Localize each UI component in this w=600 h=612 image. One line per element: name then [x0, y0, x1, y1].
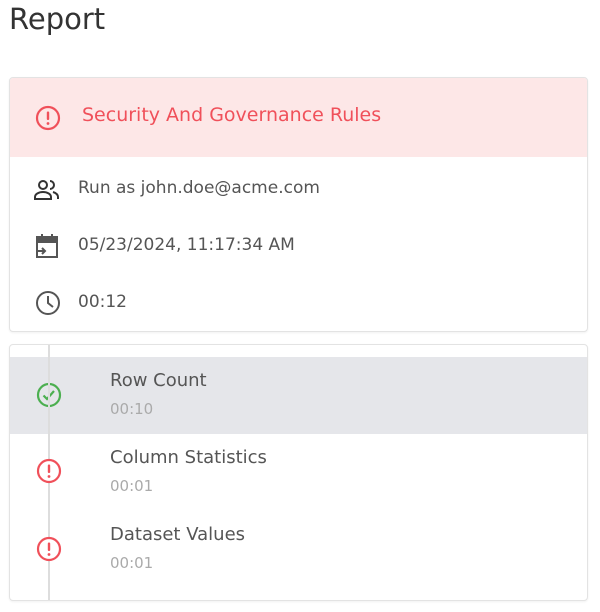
step-duration: 00:10 [110, 400, 154, 418]
step-duration: 00:01 [110, 477, 154, 495]
step-dataset-values[interactable]: Dataset Values 00:01 [10, 511, 587, 588]
step-duration: 00:01 [110, 554, 154, 572]
run-datetime: 05/23/2024, 11:17:34 AM [78, 235, 295, 255]
steps-card: Row Count 00:10 Column Statistics 00:01 … [9, 344, 588, 601]
summary-card: Security And Governance Rules Run as joh… [9, 77, 588, 332]
step-name: Column Statistics [110, 447, 267, 468]
step-row-count[interactable]: Row Count 00:10 [10, 357, 587, 434]
run-as-text: Run as john.doe@acme.com [78, 178, 320, 198]
users-icon [34, 180, 59, 200]
error-icon [36, 458, 62, 484]
summary-header: Security And Governance Rules [10, 78, 587, 157]
rule-name: Security And Governance Rules [82, 104, 382, 126]
clock-icon [36, 291, 60, 315]
run-duration: 00:12 [78, 292, 127, 312]
step-name: Row Count [110, 370, 207, 391]
step-name: Dataset Values [110, 524, 246, 545]
step-column-statistics[interactable]: Column Statistics 00:01 [10, 434, 587, 511]
page-title: Report [9, 2, 106, 36]
error-icon [36, 536, 62, 562]
calendar-icon [36, 234, 58, 258]
error-icon [35, 105, 61, 131]
